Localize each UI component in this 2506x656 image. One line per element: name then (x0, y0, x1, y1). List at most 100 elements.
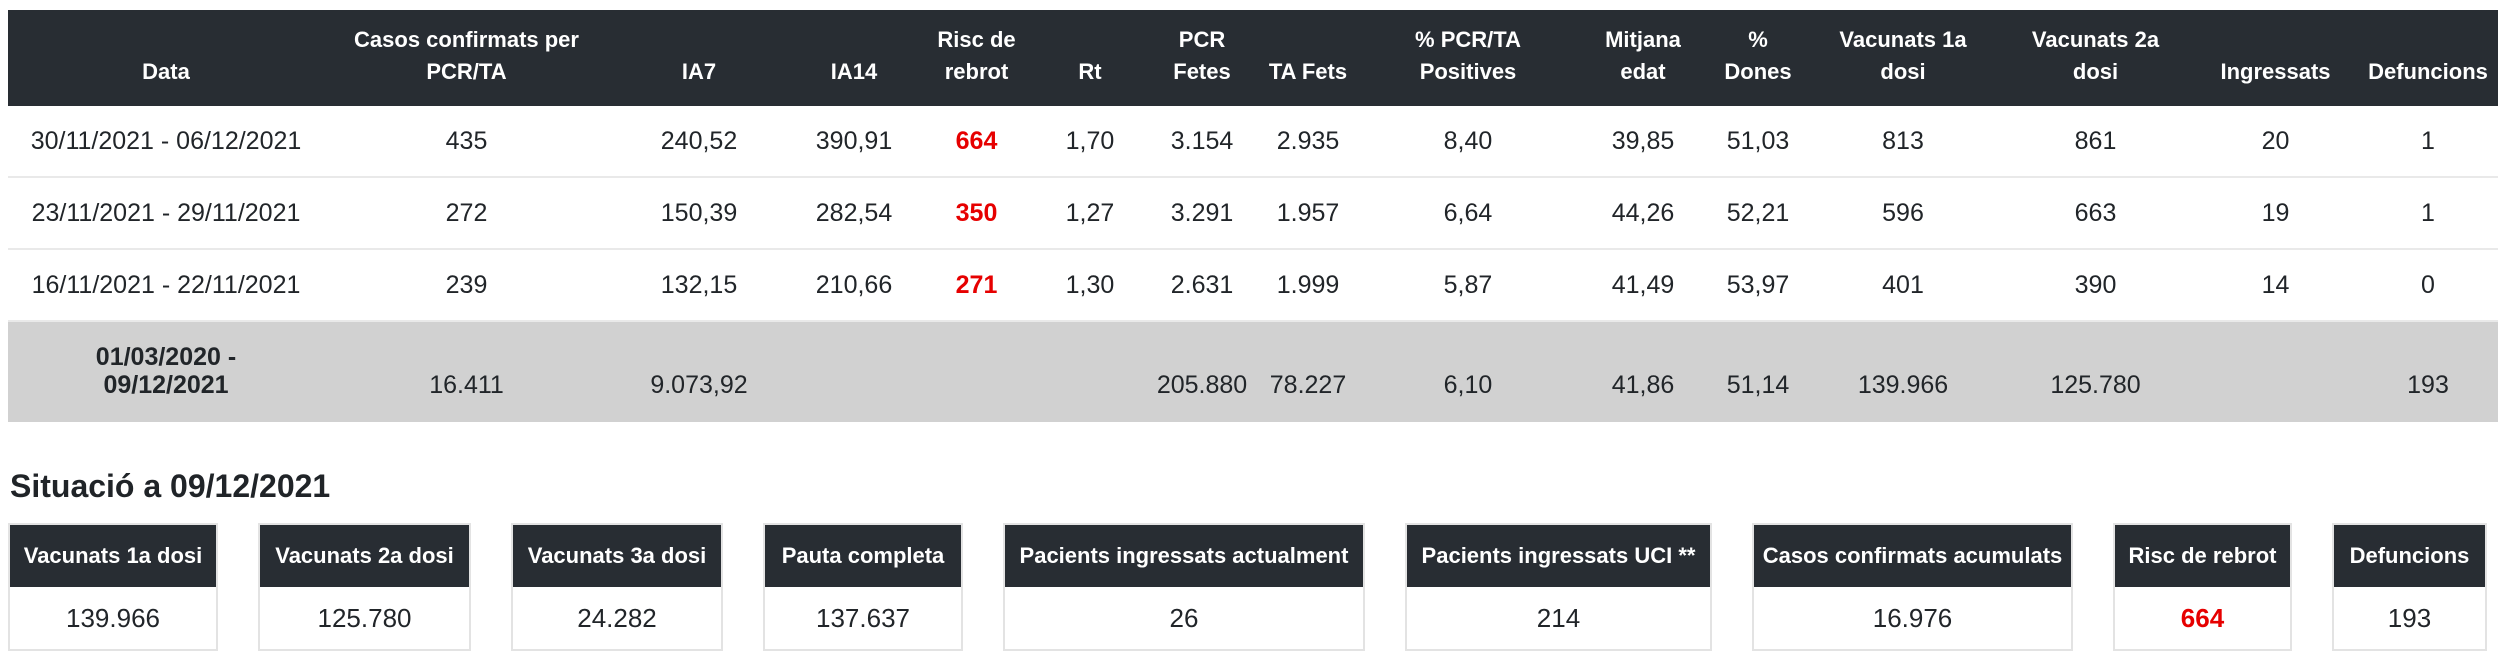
table-cell: 150,39 (609, 177, 789, 250)
cell-value: 6,10 (1443, 371, 1493, 399)
cell-value: 350 (955, 199, 998, 227)
cell-value: 14 (2261, 271, 2290, 299)
cell-value: 01/03/2020 - 09/12/2021 (95, 343, 237, 399)
cell-value: 16.411 (429, 371, 504, 399)
cell-value: 240,52 (660, 127, 738, 155)
cell-value: 1 (2421, 199, 2435, 227)
table-cell: 240,52 (609, 106, 789, 178)
cell-value: 390 (2074, 271, 2117, 299)
summary-card: Risc de rebrot 664 (2113, 523, 2292, 651)
table-cell: 350 (919, 177, 1034, 250)
cell-value: 2.935 (1276, 127, 1340, 155)
table-cell: 139.966 (1808, 321, 1998, 422)
card-label: Risc de rebrot (2115, 525, 2290, 587)
cell-value: 2.631 (1170, 271, 1234, 299)
cell-value: 663 (2074, 199, 2117, 227)
cell-value: 1 (2421, 127, 2435, 155)
table-cell (1034, 321, 1146, 422)
cell-value: 5,87 (1443, 271, 1493, 299)
card-value: 214 (1536, 602, 1581, 633)
table-cell: 239 (324, 249, 609, 322)
summary-card: Pacients ingressats UCI ** 214 (1405, 523, 1712, 651)
summary-card: Vacunats 3a dosi 24.282 (511, 523, 723, 651)
table-cell: 390,91 (789, 106, 919, 178)
summary-card: Vacunats 2a dosi 125.780 (258, 523, 471, 651)
table-row: 30/11/2021 - 06/12/2021 435 240,52 390,91 66… (8, 106, 2498, 178)
card-label: Pacients ingressats UCI ** (1407, 525, 1710, 587)
table-cell: 390 (1998, 249, 2193, 322)
table-cell: 53,97 (1708, 249, 1808, 322)
cell-value: 205.880 (1156, 371, 1248, 399)
cell-value: 6,64 (1443, 199, 1493, 227)
cell-value: 125.780 (2050, 371, 2141, 399)
cell-value: 401 (1882, 271, 1924, 299)
card-label: Vacunats 2a dosi (260, 525, 469, 587)
cell-value: 435 (445, 127, 488, 155)
card-value: 137.637 (816, 602, 910, 633)
cell-value: 52,21 (1726, 199, 1790, 227)
cell-value: 271 (955, 271, 998, 299)
cell-value: 139.966 (1857, 371, 1949, 399)
card-label: Pauta completa (765, 525, 961, 587)
cell-value: 1.957 (1276, 199, 1340, 227)
table-cell: 1.957 (1258, 177, 1358, 250)
table-header-row: Data Casos confirmats per PCR/TA IA7 IA14 Ri… (8, 10, 2498, 106)
column-header: Ingressats (2193, 10, 2358, 106)
table-cell: 132,15 (609, 249, 789, 322)
situation-title: Situació a 09/12/2021 (10, 468, 331, 504)
cell-value: 8,40 (1443, 127, 1493, 155)
cell-value: 596 (1882, 199, 1924, 227)
column-header: IA7 (609, 10, 789, 106)
summary-card: Vacunats 1a dosi 139.966 (8, 523, 218, 651)
table-row: 16/11/2021 - 22/11/2021 239 132,15 210,66 27… (8, 249, 2498, 322)
cell-value: 30/11/2021 - 06/12/2021 (30, 127, 302, 155)
cell-value: 813 (1882, 127, 1924, 155)
table-cell: 1,27 (1034, 177, 1146, 250)
cell-value: 9.073,92 (650, 371, 748, 399)
card-value: 16.976 (1872, 602, 1953, 633)
table-cell: 23/11/2021 - 29/11/2021 (8, 177, 324, 250)
table-cell: 39,85 (1578, 106, 1708, 178)
table-cell: 52,21 (1708, 177, 1808, 250)
card-label: Defuncions (2334, 525, 2485, 587)
column-header: % PCR/TA Positives (1358, 10, 1578, 106)
table-body: 30/11/2021 - 06/12/2021 435 240,52 390,91 66… (8, 106, 2498, 422)
summary-card: Casos confirmats acumulats 16.976 (1752, 523, 2073, 651)
table-cell: 41,49 (1578, 249, 1708, 322)
table-cell: 3.154 (1146, 106, 1258, 178)
table-cell: 193 (2358, 321, 2498, 422)
column-header: % Dones (1708, 10, 1808, 106)
cell-value: 39,85 (1611, 127, 1675, 155)
cell-value: 1,70 (1065, 127, 1115, 155)
cell-value: 1,27 (1065, 199, 1115, 227)
cell-value: 44,26 (1611, 199, 1675, 227)
card-value: 125.780 (317, 602, 412, 633)
table-cell: 272 (324, 177, 609, 250)
cell-value: 272 (445, 199, 488, 227)
table-cell: 19 (2193, 177, 2358, 250)
cell-value: 51,03 (1726, 127, 1790, 155)
column-header: Rt (1034, 10, 1146, 106)
column-header: Risc de rebrot (919, 10, 1034, 106)
table-cell: 1 (2358, 177, 2498, 250)
column-header: TA Fets (1258, 10, 1358, 106)
card-value: 193 (2387, 602, 2432, 633)
table-cell: 51,03 (1708, 106, 1808, 178)
cell-value: 132,15 (660, 271, 738, 299)
column-header: Casos confirmats per PCR/TA (324, 10, 609, 106)
table-cell: 14 (2193, 249, 2358, 322)
weekly-stats-table: Data Casos confirmats per PCR/TA IA7 IA14 Ri… (8, 10, 2498, 422)
cell-value: 78.227 (1269, 371, 1347, 399)
table-cell: 596 (1808, 177, 1998, 250)
table-cell: 5,87 (1358, 249, 1578, 322)
table-cell: 16.411 (324, 321, 609, 422)
table-cell: 401 (1808, 249, 1998, 322)
card-value: 139.966 (66, 602, 160, 633)
table-cell: 44,26 (1578, 177, 1708, 250)
table-cell (919, 321, 1034, 422)
column-header: IA14 (789, 10, 919, 106)
cell-value: 0 (2421, 271, 2435, 299)
card-label: Vacunats 3a dosi (513, 525, 721, 587)
table-cell: 1 (2358, 106, 2498, 178)
